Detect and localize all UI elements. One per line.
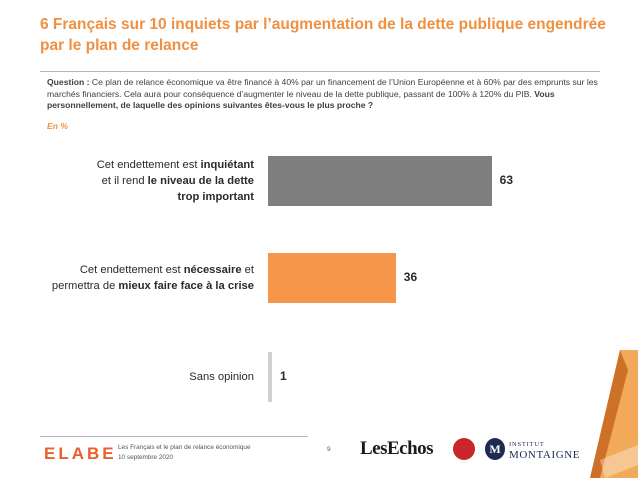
bar-2	[268, 253, 396, 303]
bar-1	[268, 156, 492, 206]
page-number: 9	[327, 446, 331, 453]
footer-study-title: Les Français et le plan de relance écono…	[118, 444, 251, 451]
bar-value-label-1: 63	[499, 173, 513, 187]
elabe-logo: ELABE	[44, 444, 117, 463]
decorative-a-shape	[590, 350, 638, 478]
question-label: Question :	[47, 77, 92, 87]
bar-value-label-3: 1	[280, 369, 287, 383]
bar-3	[268, 352, 272, 402]
montaigne-logo-icon: M	[485, 438, 505, 460]
footer-divider	[40, 436, 308, 437]
bar-chart: 63 Cet endettement est inquiétant et il re…	[0, 140, 638, 410]
footer-date: 10 septembre 2020	[118, 454, 174, 461]
lesechos-badge-icon	[453, 438, 475, 460]
category-label-2: Cet endettement est nécessaire et permett…	[51, 264, 254, 292]
bar-value-label-2: 36	[403, 270, 418, 284]
question-body: Ce plan de relance économique va être fi…	[47, 77, 598, 99]
category-label-3: Sans opinion	[189, 371, 254, 383]
question-ask: Vous personnellement, de laquelle des op…	[47, 88, 555, 111]
unit-label: En %	[47, 121, 69, 131]
montaigne-line1: INSTITUT	[509, 441, 545, 448]
page-title: 6 Français sur 10 inquiets par l’augment…	[40, 16, 606, 54]
question-text: Question : Ce plan de relance économique…	[47, 77, 607, 112]
montaigne-line2: MONTAIGNE	[509, 449, 581, 461]
category-label-1: Cet endettement est inquiétant et il rend…	[96, 159, 254, 203]
footer-study: Les Français et le plan de relance écono…	[118, 443, 251, 463]
montaigne-logo: INSTITUT MONTAIGNE	[509, 440, 581, 461]
divider	[40, 71, 600, 72]
lesechos-logo: LesEchos	[360, 438, 434, 459]
